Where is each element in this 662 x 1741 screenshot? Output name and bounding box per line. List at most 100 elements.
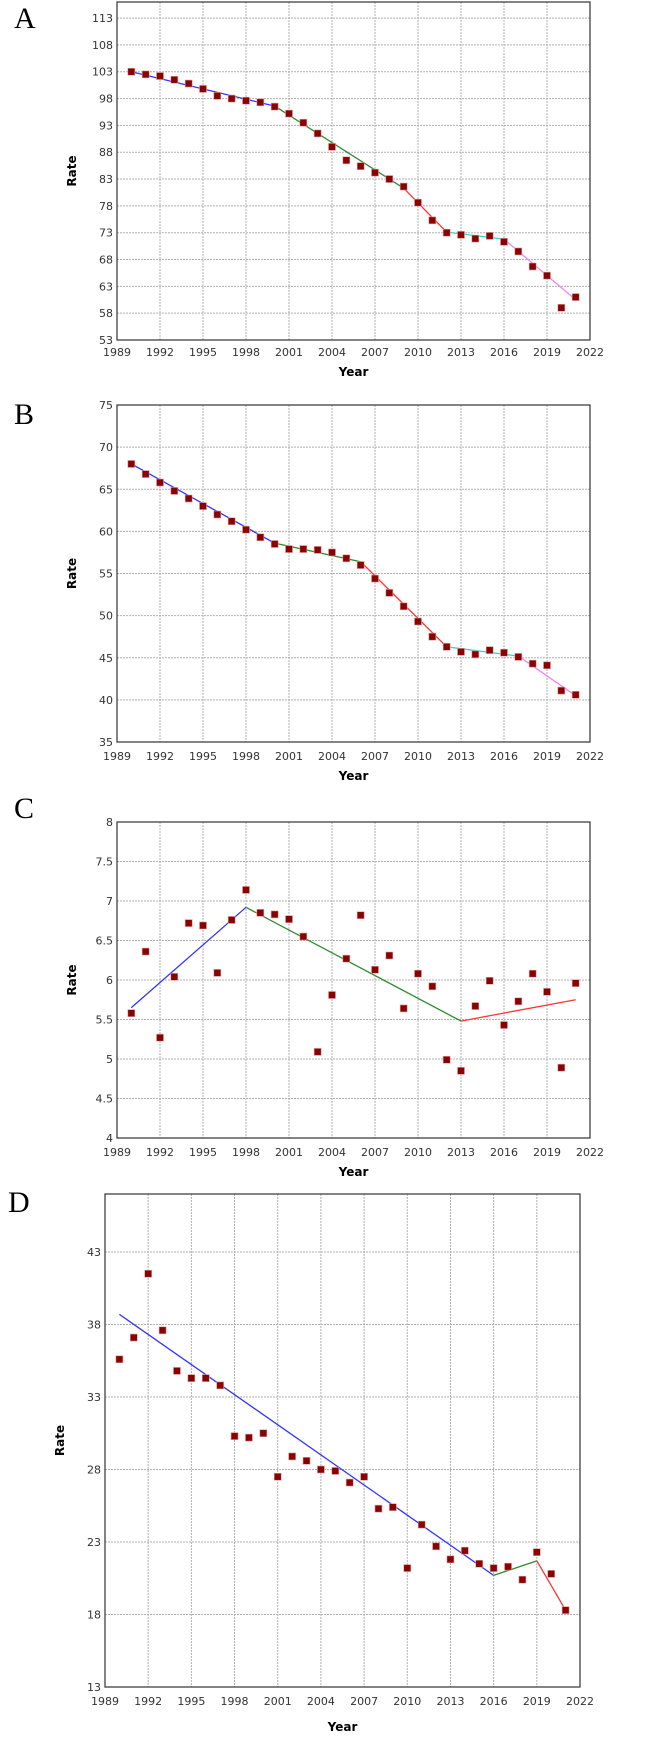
data-point (288, 1452, 296, 1461)
data-point (302, 1457, 311, 1465)
x-tick-label: 1992 (146, 1146, 174, 1159)
panel-label-d: D (8, 1186, 30, 1219)
data-point (428, 982, 437, 991)
data-point (285, 109, 293, 118)
data-point (371, 168, 379, 177)
data-point (504, 1562, 512, 1571)
x-tick-label: 2001 (275, 1146, 303, 1159)
data-point (514, 653, 523, 661)
data-point (242, 886, 250, 894)
data-point (543, 271, 551, 280)
data-point (528, 969, 537, 978)
y-tick-label: 33 (87, 1391, 101, 1404)
data-point (141, 947, 150, 956)
data-point (428, 632, 437, 641)
x-tick-label: 2013 (447, 1146, 475, 1159)
data-point (328, 143, 336, 151)
y-tick-label: 65 (99, 483, 113, 496)
y-tick-label: 18 (87, 1609, 101, 1622)
y-tick-label: 63 (99, 280, 113, 293)
panel-label-c: C (14, 792, 35, 825)
data-point (170, 487, 179, 495)
y-tick-label: 6.5 (96, 935, 114, 948)
y-tick-label: 40 (99, 694, 113, 707)
panel-label-a: A (14, 2, 36, 35)
data-point (461, 1546, 469, 1555)
y-tick-label: 4 (106, 1132, 113, 1145)
y-axis-title: Rate (65, 964, 79, 995)
data-point (144, 1269, 152, 1278)
data-point (528, 659, 537, 668)
y-tick-label: 53 (99, 334, 113, 347)
x-tick-label: 2013 (436, 1695, 464, 1708)
data-point (500, 1021, 508, 1029)
x-tick-label: 2019 (523, 1695, 551, 1708)
y-tick-label: 7.5 (96, 856, 114, 869)
data-point (500, 648, 508, 657)
y-tick-label: 108 (92, 39, 113, 52)
data-point (457, 648, 465, 656)
data-point (385, 589, 394, 597)
data-point (533, 1548, 541, 1556)
data-point (485, 976, 494, 985)
data-point (328, 991, 336, 999)
data-point (446, 1555, 455, 1564)
y-tick-label: 6 (106, 974, 113, 987)
x-tick-label: 2016 (490, 1146, 518, 1159)
y-axis-title: Rate (65, 558, 79, 589)
data-point (227, 517, 236, 526)
data-point (141, 470, 150, 478)
trend-segment-2 (274, 105, 405, 189)
x-tick-label: 2004 (318, 750, 346, 763)
data-point (242, 525, 250, 534)
y-tick-label: 70 (99, 441, 113, 454)
data-point (543, 988, 551, 996)
data-point (313, 1048, 322, 1056)
data-point (156, 1033, 164, 1042)
chart-panel-c: 1989 1992 1995 1998 2001 2004 2007 2010 2013 2016… (65, 816, 604, 1179)
y-tick-label: 113 (92, 12, 113, 25)
x-tick-label: 2010 (404, 750, 432, 763)
y-tick-label: 43 (87, 1246, 101, 1259)
data-point (571, 979, 580, 987)
data-point (127, 460, 136, 468)
x-tick-label: 1989 (103, 346, 131, 359)
data-point (230, 1432, 239, 1440)
data-point (184, 494, 193, 503)
trend-segment-3 (536, 1560, 567, 1611)
data-point (256, 98, 265, 107)
x-tick-label: 2004 (318, 346, 346, 359)
x-tick-label: 2007 (361, 346, 389, 359)
x-tick-label: 1995 (189, 1146, 217, 1159)
data-point (227, 94, 236, 103)
data-point (528, 262, 537, 271)
y-tick-label: 50 (99, 610, 113, 623)
x-tick-label: 1992 (146, 750, 174, 763)
data-point (471, 234, 480, 243)
x-tick-label: 1995 (177, 1695, 205, 1708)
y-tick-label: 35 (99, 736, 113, 749)
data-point (417, 1520, 426, 1529)
y-tick-label: 103 (92, 66, 113, 79)
data-point (442, 228, 451, 237)
data-point (547, 1570, 556, 1578)
x-tick-label: 1992 (134, 1695, 162, 1708)
y-tick-label: 83 (99, 173, 113, 186)
data-point (356, 561, 365, 569)
data-point (399, 1004, 408, 1013)
x-tick-label: 1995 (189, 750, 217, 763)
x-axis-title: Year (338, 1165, 369, 1179)
data-point (356, 162, 365, 170)
data-point (213, 510, 222, 519)
x-tick-label: 2019 (533, 1146, 561, 1159)
data-point (299, 932, 308, 941)
x-tick-label: 2001 (275, 346, 303, 359)
y-tick-label: 45 (99, 652, 113, 665)
data-point (428, 216, 437, 225)
panel-label-b: B (14, 398, 35, 431)
x-tick-label: 2010 (393, 1695, 421, 1708)
x-tick-label: 2004 (307, 1695, 335, 1708)
y-tick-label: 4.5 (96, 1093, 114, 1106)
data-point (115, 1355, 124, 1364)
